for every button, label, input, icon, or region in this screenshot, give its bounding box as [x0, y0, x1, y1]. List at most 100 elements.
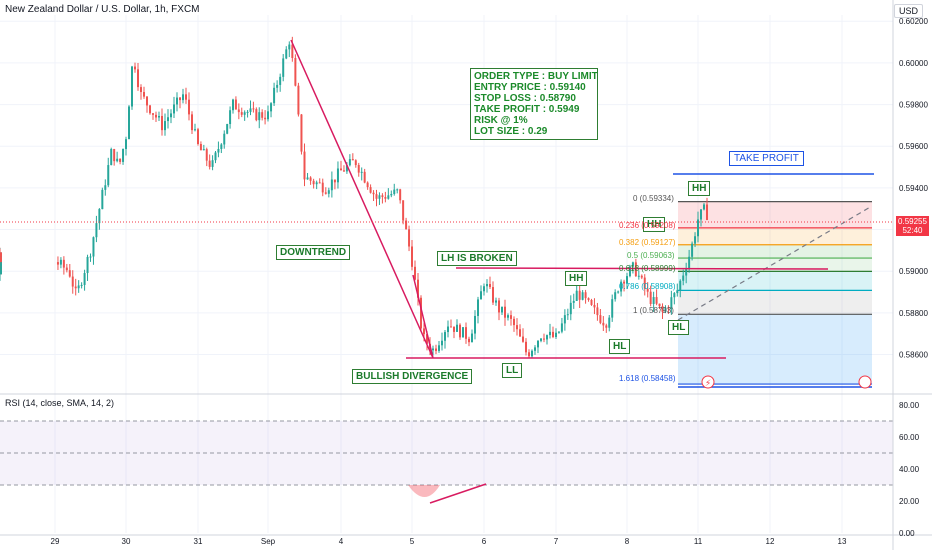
candle-body — [468, 338, 470, 343]
candle-body — [637, 275, 640, 277]
candle-body — [459, 324, 461, 338]
candle-body — [288, 44, 291, 50]
candle-body — [426, 334, 428, 344]
candle-body — [441, 340, 443, 346]
candle-body — [179, 97, 181, 101]
fib-label-0: 0 (0.59334) — [633, 194, 674, 203]
candle-body — [86, 256, 89, 274]
candle-body — [453, 326, 455, 332]
order-type: ORDER TYPE : BUY LIMIT — [474, 71, 598, 82]
candle-body — [363, 171, 366, 183]
candle-body — [234, 99, 237, 110]
candle-body — [297, 85, 300, 115]
fib-zone — [678, 271, 872, 291]
candle-body — [411, 246, 413, 267]
candle-body — [321, 182, 324, 193]
candle-body — [68, 270, 71, 277]
candle-body — [676, 290, 679, 294]
candle-body — [661, 306, 664, 312]
candle-body — [107, 165, 110, 186]
candle-body — [77, 285, 80, 289]
candle-body — [360, 171, 363, 173]
price-tick-label: 0.60000 — [899, 59, 928, 68]
candle-body — [670, 297, 673, 309]
candle-body — [110, 149, 113, 166]
candle-body — [510, 315, 512, 319]
candle-body — [384, 196, 387, 199]
candle-body — [667, 307, 670, 309]
candle-body — [330, 179, 333, 191]
chart-title: New Zealand Dollar / U.S. Dollar, 1h, FX… — [5, 4, 200, 15]
candle-body — [354, 160, 357, 166]
candle-body — [658, 303, 661, 307]
candle-body — [569, 302, 572, 315]
candle-body — [489, 284, 491, 288]
candle-body — [513, 318, 515, 326]
candle-body — [237, 109, 240, 113]
candle-body — [306, 177, 309, 180]
candle-body — [0, 256, 2, 258]
candle-body — [240, 112, 243, 115]
fib-trend-dashed-line — [677, 205, 873, 321]
candle-body — [0, 252, 2, 257]
fib-label-0618: 0.618 (0.58999) — [619, 264, 676, 273]
candle-body — [462, 327, 464, 338]
candle-body — [417, 279, 419, 298]
price-tick-label: 0.60200 — [899, 17, 928, 26]
candle-body — [205, 149, 208, 161]
candle-body — [531, 350, 533, 357]
candle-body — [405, 220, 408, 230]
candle-body — [176, 97, 178, 105]
take-profit-label: TAKE PROFIT — [729, 151, 804, 166]
lightning-icon — [701, 375, 715, 389]
price-tick-label: 0.59800 — [899, 101, 928, 110]
candle-body — [525, 341, 527, 353]
candle-body — [155, 114, 157, 118]
fib-zone — [678, 290, 872, 315]
time-tick-label: 6 — [482, 537, 487, 546]
candle-body — [101, 189, 104, 210]
candle-body — [369, 187, 372, 193]
candle-body — [173, 104, 175, 114]
candle-body — [161, 115, 163, 131]
candle-body — [211, 160, 214, 167]
bullish-divergence-label: BULLISH DIVERGENCE — [352, 369, 473, 384]
candle-body — [372, 192, 375, 195]
candle-body — [396, 189, 399, 191]
fib-label-0382: 0.382 (0.59127) — [619, 238, 676, 247]
candle-body — [408, 229, 411, 247]
candle-body — [267, 111, 269, 120]
candle-body — [264, 117, 267, 120]
lh-broken-label: LH IS BROKEN — [437, 251, 517, 266]
downtrend-line — [290, 39, 434, 359]
rsi-divergence-line — [429, 483, 487, 504]
candle-body — [294, 57, 297, 86]
candle-body — [605, 325, 608, 328]
candle-body — [596, 307, 599, 316]
currency-button[interactable]: USD — [894, 4, 924, 18]
rsi-tick-label: 40.00 — [899, 465, 920, 474]
candle-body — [557, 331, 560, 333]
candle-body — [435, 348, 437, 351]
candle-body — [477, 299, 479, 316]
candle-body — [623, 281, 626, 284]
candle-body — [599, 315, 602, 323]
candle-body — [158, 115, 160, 118]
candle-body — [167, 117, 169, 122]
candle-body — [593, 304, 596, 308]
candle-body — [614, 292, 617, 300]
candle-body — [270, 103, 273, 112]
time-tick-label: 13 — [838, 537, 847, 546]
candle-body — [628, 266, 631, 277]
candle-body — [584, 292, 587, 299]
candle-body — [351, 159, 354, 161]
candle-body — [522, 336, 524, 342]
candle-body — [578, 290, 581, 300]
candle-body — [327, 190, 330, 194]
candle-body — [563, 315, 566, 324]
candle-body — [146, 96, 148, 106]
candle-body — [543, 338, 545, 340]
candle-body — [342, 170, 345, 172]
candle-body — [348, 159, 351, 166]
candle-body — [688, 256, 691, 270]
